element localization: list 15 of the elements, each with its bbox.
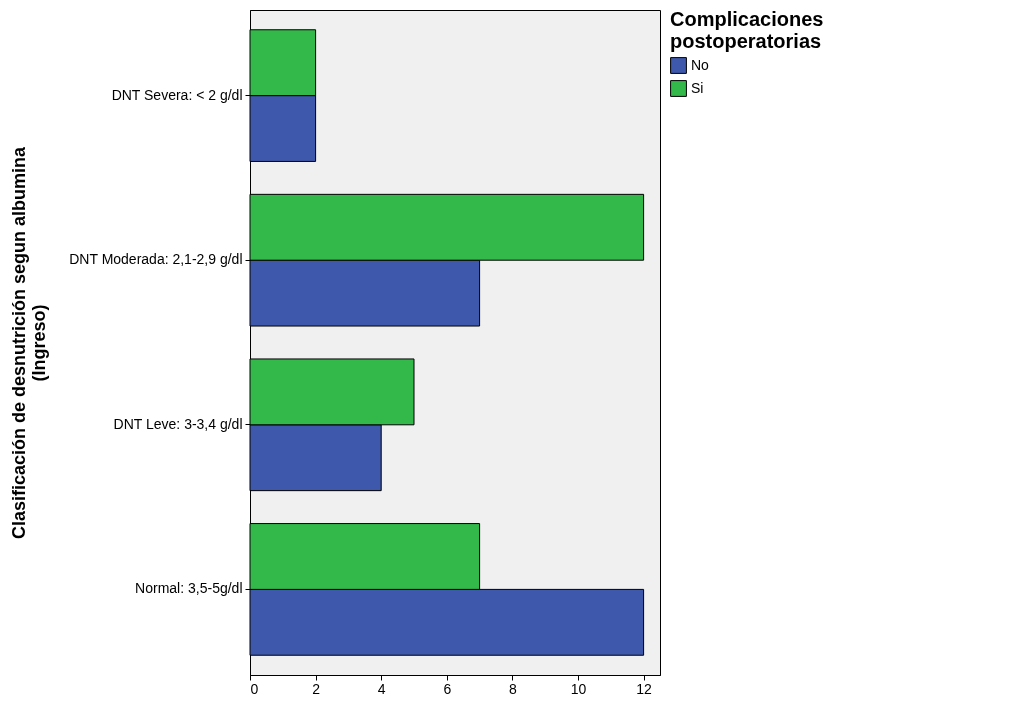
x-tick-label: 10	[570, 680, 587, 697]
y-tick-label: DNT Moderada: 2,1-2,9 g/dl	[69, 251, 243, 268]
x-tick-label: 4	[377, 680, 386, 697]
legend-title: Complicaciones postoperatorias	[670, 8, 824, 52]
y-tick-label: DNT Leve: 3-3,4 g/dl	[113, 415, 243, 432]
y-tick-label: DNT Severa: < 2 g/dl	[111, 86, 243, 103]
x-tick-label: 6	[443, 680, 452, 697]
x-tick-label: 8	[509, 680, 517, 697]
y-tick-label: Normal: 3,5-5g/dl	[135, 580, 243, 597]
x-tick-label: 0	[250, 680, 259, 697]
x-tick-label: 2	[312, 680, 321, 697]
legend-label: No	[691, 56, 710, 73]
legend-label: Si	[691, 79, 704, 96]
x-tick-label: 12	[636, 680, 653, 697]
y-axis-title: Clasificación de desnutrición segun albumina (Ingreso)	[8, 145, 49, 540]
